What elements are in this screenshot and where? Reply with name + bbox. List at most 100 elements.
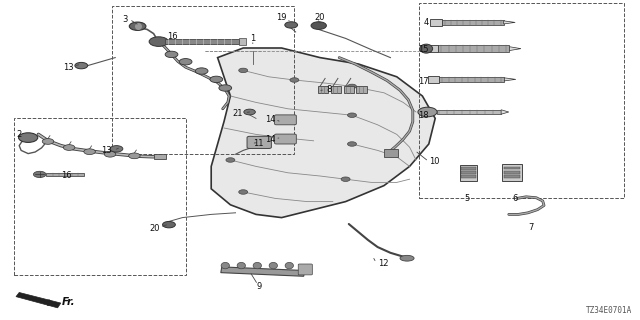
Text: 17: 17	[418, 77, 429, 86]
Circle shape	[165, 51, 178, 58]
Circle shape	[84, 149, 95, 155]
Text: 20: 20	[315, 13, 325, 22]
Bar	[154, 154, 166, 159]
Ellipse shape	[221, 262, 229, 269]
Bar	[239, 38, 246, 45]
Bar	[344, 86, 354, 93]
Circle shape	[210, 76, 223, 83]
Text: TZ34E0701A: TZ34E0701A	[586, 306, 632, 315]
Text: 1: 1	[250, 34, 255, 43]
Text: 16: 16	[61, 172, 71, 180]
FancyBboxPatch shape	[247, 136, 271, 148]
Circle shape	[195, 68, 208, 74]
Bar	[384, 149, 398, 157]
Bar	[504, 167, 520, 170]
Bar	[502, 164, 522, 181]
Text: 2: 2	[17, 130, 22, 139]
Ellipse shape	[420, 44, 433, 53]
Circle shape	[348, 142, 356, 146]
Bar	[442, 20, 504, 25]
Circle shape	[104, 151, 116, 157]
Polygon shape	[16, 292, 61, 308]
FancyBboxPatch shape	[275, 134, 296, 144]
Polygon shape	[501, 110, 509, 114]
Text: 12: 12	[378, 260, 388, 268]
Text: 21: 21	[233, 109, 243, 118]
Circle shape	[33, 171, 46, 178]
Bar	[356, 86, 367, 93]
Ellipse shape	[400, 255, 414, 261]
Text: 14: 14	[265, 135, 275, 144]
Text: 10: 10	[429, 157, 439, 166]
Circle shape	[348, 84, 356, 89]
Text: 5: 5	[465, 194, 470, 203]
Text: Fr.: Fr.	[62, 297, 76, 307]
Bar	[461, 175, 476, 178]
Bar	[221, 267, 305, 276]
Polygon shape	[504, 78, 516, 81]
Bar	[331, 86, 341, 93]
Ellipse shape	[253, 262, 262, 269]
Circle shape	[110, 146, 123, 152]
Bar	[430, 19, 442, 26]
Circle shape	[311, 22, 326, 29]
Circle shape	[285, 22, 298, 28]
Circle shape	[226, 158, 235, 162]
Bar	[461, 171, 476, 173]
Text: 9: 9	[257, 282, 262, 291]
Text: 11: 11	[253, 140, 263, 148]
Text: 6: 6	[513, 194, 518, 203]
Text: 18: 18	[418, 111, 429, 120]
Ellipse shape	[269, 262, 278, 269]
Polygon shape	[509, 47, 521, 51]
Ellipse shape	[237, 262, 246, 269]
Bar	[112, 6, 294, 154]
Text: 20: 20	[150, 224, 160, 233]
Polygon shape	[504, 21, 515, 24]
Text: 13: 13	[101, 146, 112, 155]
Bar	[426, 45, 438, 52]
Circle shape	[63, 145, 75, 150]
FancyBboxPatch shape	[298, 264, 312, 275]
Text: 19: 19	[276, 13, 287, 22]
Circle shape	[348, 113, 356, 117]
Bar	[46, 173, 84, 176]
Circle shape	[239, 68, 248, 73]
Bar	[504, 175, 520, 178]
Text: 4: 4	[424, 18, 429, 27]
Circle shape	[129, 22, 146, 30]
Text: 13: 13	[63, 63, 74, 72]
Circle shape	[19, 133, 38, 142]
Circle shape	[149, 37, 168, 46]
Circle shape	[244, 109, 255, 115]
Text: 16: 16	[168, 32, 178, 41]
Bar	[428, 76, 439, 83]
Bar	[438, 45, 509, 52]
Bar	[504, 171, 520, 174]
Bar	[461, 167, 476, 170]
Circle shape	[163, 221, 175, 228]
Polygon shape	[211, 48, 435, 218]
Bar	[460, 165, 477, 181]
Circle shape	[239, 190, 248, 194]
Circle shape	[290, 78, 299, 82]
Circle shape	[129, 153, 140, 159]
Text: 8: 8	[326, 85, 332, 94]
Text: 14: 14	[265, 116, 275, 124]
Text: 3: 3	[123, 15, 128, 24]
Bar	[165, 39, 239, 44]
Bar	[318, 86, 328, 93]
Text: 7: 7	[529, 223, 534, 232]
Circle shape	[75, 62, 88, 69]
Ellipse shape	[285, 262, 293, 269]
Bar	[419, 3, 624, 198]
Bar	[439, 77, 504, 82]
Bar	[437, 110, 501, 114]
Ellipse shape	[418, 107, 437, 117]
Circle shape	[341, 177, 350, 181]
FancyBboxPatch shape	[275, 115, 296, 125]
Bar	[14, 118, 186, 275]
Circle shape	[42, 139, 54, 144]
Circle shape	[179, 59, 192, 65]
Text: 15: 15	[419, 45, 429, 54]
